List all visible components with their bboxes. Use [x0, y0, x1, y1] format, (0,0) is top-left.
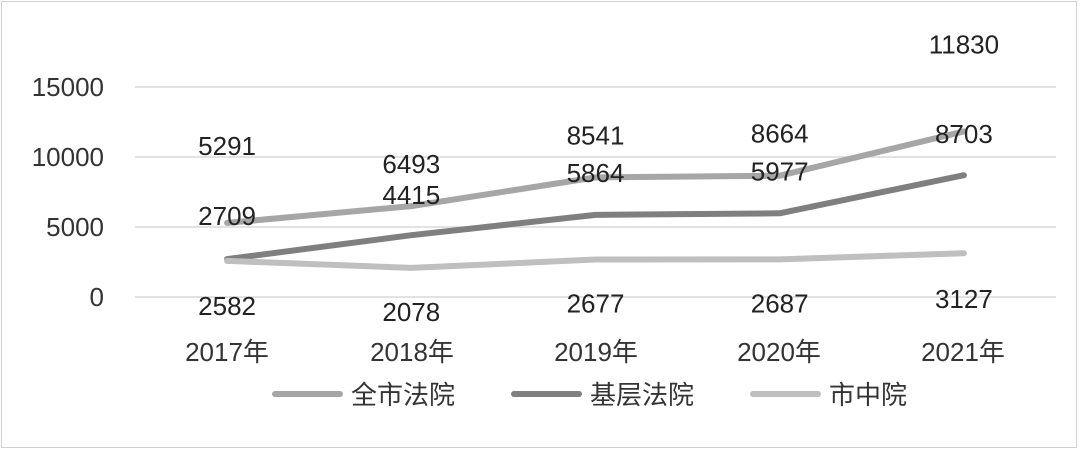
legend-item: 全市法院: [272, 381, 455, 411]
series-lines: [224, 128, 967, 271]
x-axis-ticks: 2017年 2018年 2019年 2020年 2021年: [185, 337, 1005, 367]
series-line: [224, 128, 967, 226]
y-axis-ticks: 0 5000 10000 15000: [32, 72, 104, 312]
data-label: 2687: [751, 288, 809, 318]
x-tick-label: 2018年: [370, 337, 454, 367]
data-label: 6493: [382, 149, 440, 179]
legend-item: 基层法院: [511, 381, 694, 411]
data-label: 5864: [567, 158, 625, 188]
data-label: 8541: [567, 120, 625, 150]
series-line: [224, 172, 967, 263]
y-tick-label: 10000: [32, 142, 104, 172]
data-label: 11830: [929, 29, 999, 59]
legend: 全市法院 基层法院 市中院: [272, 381, 907, 411]
data-label: 2078: [382, 297, 440, 327]
series-line: [224, 250, 967, 271]
data-label: 5977: [751, 156, 809, 186]
legend-label: 全市法院: [351, 381, 455, 411]
data-label: 2709: [198, 201, 256, 231]
data-label: 4415: [382, 180, 440, 210]
x-tick-label: 2020年: [737, 337, 821, 367]
y-tick-label: 15000: [32, 72, 104, 102]
legend-item: 市中院: [750, 381, 907, 411]
x-tick-label: 2021年: [921, 337, 1005, 367]
data-labels: 5291 6493 8541 8664 11830 2709 4415 5864 5977 870…: [198, 29, 999, 327]
data-label: 8664: [751, 119, 809, 149]
data-label: 2677: [567, 289, 625, 319]
legend-label: 市中院: [829, 381, 907, 411]
y-tick-label: 5000: [46, 212, 104, 242]
data-label: 2582: [198, 291, 256, 321]
gridlines: [135, 86, 1056, 298]
legend-label: 基层法院: [590, 381, 694, 411]
x-tick-label: 2017年: [185, 337, 269, 367]
data-label: 5291: [198, 131, 256, 161]
data-label: 3127: [935, 284, 993, 314]
x-tick-label: 2019年: [554, 337, 638, 367]
data-label: 8703: [935, 119, 993, 149]
y-tick-label: 0: [90, 282, 104, 312]
